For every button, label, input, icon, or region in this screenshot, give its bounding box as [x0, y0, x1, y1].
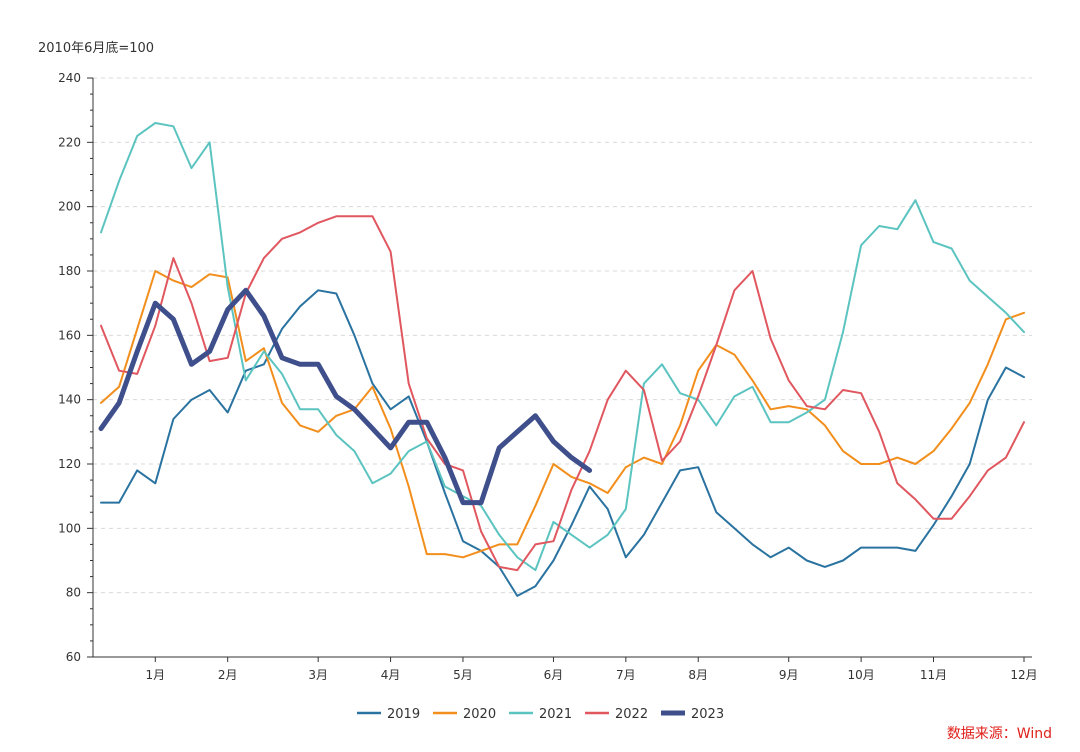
x-tick-label-12: 12月: [1010, 668, 1037, 682]
x-tick-label-9: 9月: [779, 668, 799, 682]
y-tick-label-140: 140: [58, 393, 81, 407]
series-line-2020: [100, 270, 1025, 559]
x-tick-label-2: 2月: [218, 668, 238, 682]
x-tick-label-1: 1月: [145, 668, 165, 682]
series-line-2023: [98, 287, 593, 506]
legend: 2019 2020 2021 2022 2023: [357, 707, 724, 722]
x-tick-label-8: 8月: [688, 668, 708, 682]
y-tick-label-120: 120: [58, 457, 81, 471]
series-line-2021: [100, 122, 1025, 572]
y-tick-label-60: 60: [66, 650, 81, 664]
y-tick-label-180: 180: [58, 264, 81, 278]
legend-label-2023: 2023: [691, 707, 724, 722]
x-tick-label-11: 11月: [920, 668, 947, 682]
axes: 60 80 100 120 140 160 180 200 220 240 1月 2月 3月 4月 5月 6月…: [58, 71, 1038, 682]
x-tick-label-5: 5月: [453, 668, 473, 682]
legend-label-2019: 2019: [387, 707, 420, 722]
x-tick-label-7: 7月: [616, 668, 636, 682]
legend-label-2021: 2021: [539, 707, 572, 722]
x-tick-label-3: 3月: [308, 668, 328, 682]
legend-label-2022: 2022: [615, 707, 648, 722]
x-tick-label-4: 4月: [381, 668, 401, 682]
series-lines: [98, 122, 1025, 597]
data-source-note: 数据来源：Wind: [946, 726, 1052, 742]
y-tick-label-80: 80: [66, 586, 81, 600]
y-tick-label-160: 160: [58, 328, 81, 342]
series-line-2022: [100, 215, 1025, 572]
x-tick-label-6: 6月: [544, 668, 564, 682]
y-tick-label-200: 200: [58, 200, 81, 214]
legend-label-2020: 2020: [463, 707, 496, 722]
y-axis-unit-label: 2010年6月底=100: [38, 41, 155, 56]
y-tick-label-100: 100: [58, 521, 81, 535]
y-tick-label-240: 240: [58, 71, 81, 85]
x-tick-label-10: 10月: [847, 668, 874, 682]
y-tick-label-220: 220: [58, 135, 81, 149]
